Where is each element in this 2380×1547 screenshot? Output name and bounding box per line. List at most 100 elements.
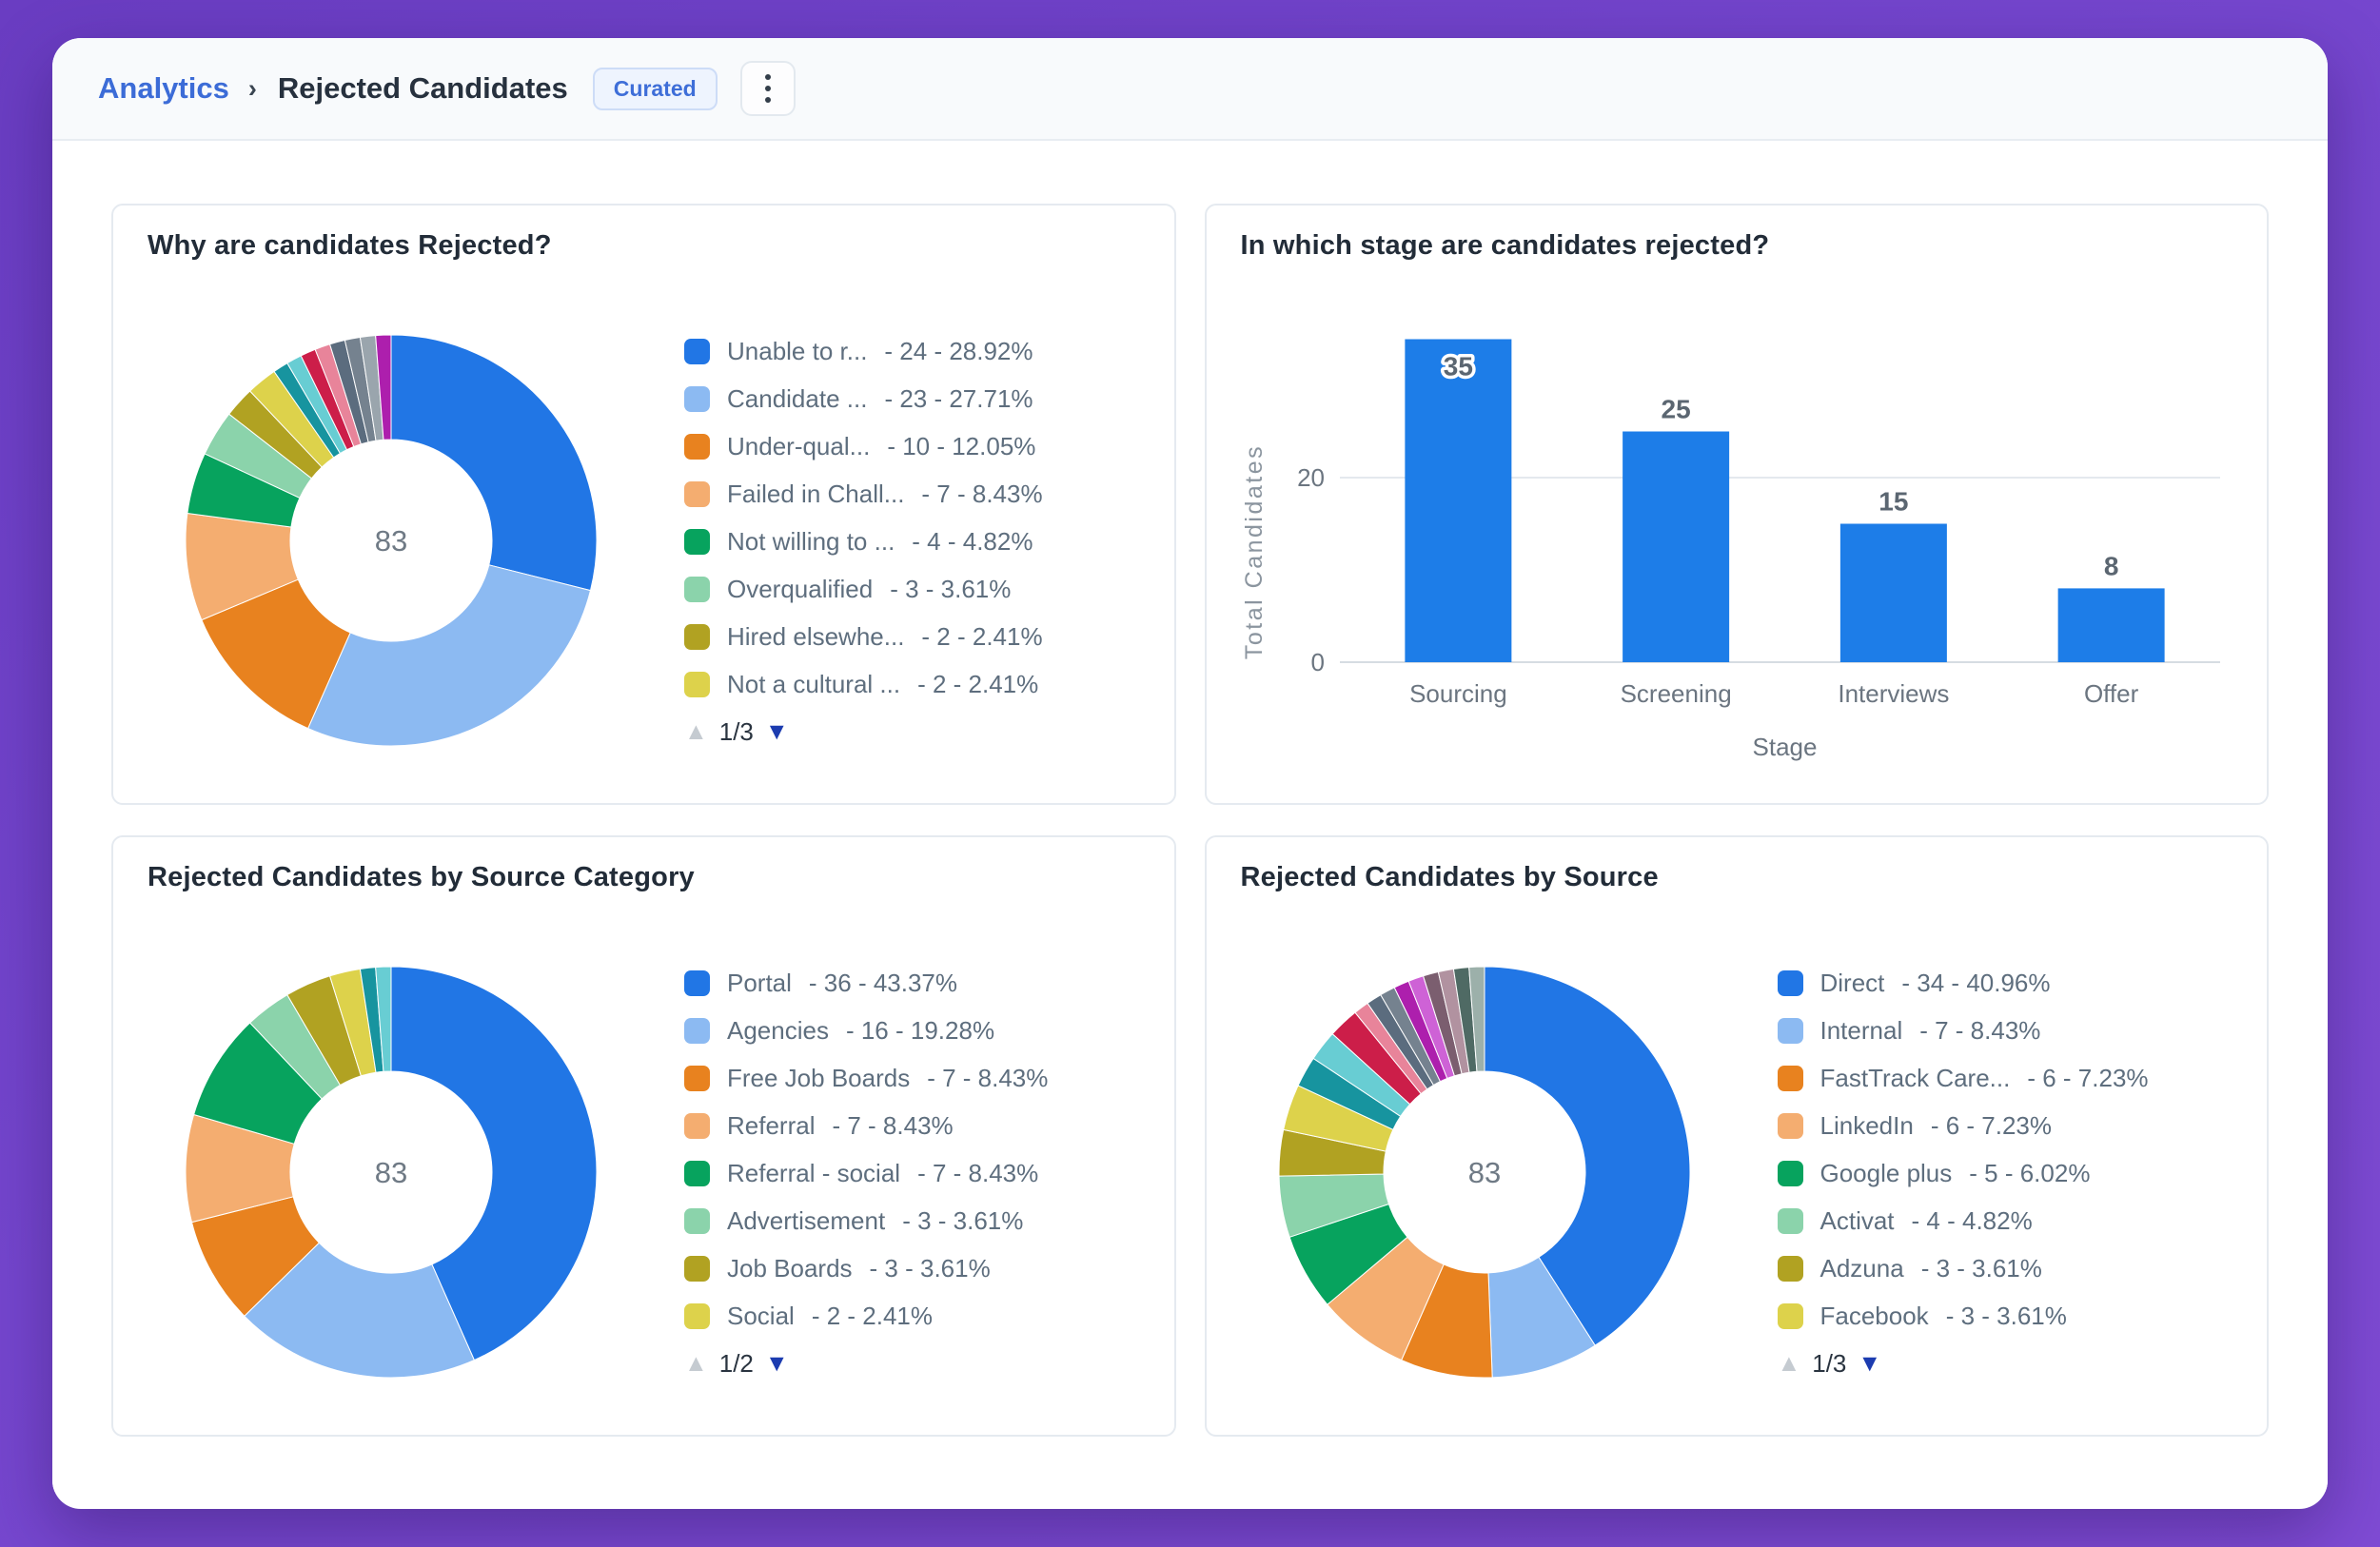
- legend-item[interactable]: Facebook - 3 - 3.61%: [1777, 1292, 2247, 1340]
- legend-item[interactable]: Google plus - 5 - 6.02%: [1777, 1149, 2247, 1197]
- legend-prev-button[interactable]: ▲: [684, 718, 708, 745]
- legend-label: Direct: [1819, 968, 1885, 997]
- bar-value-label: 25: [1661, 395, 1690, 424]
- legend-item[interactable]: Candidate ... - 23 - 27.71%: [684, 375, 1153, 422]
- legend-item[interactable]: Advertisement - 3 - 3.61%: [684, 1197, 1153, 1244]
- legend-value: - 7 - 8.43%: [917, 1158, 1039, 1187]
- legend-label: Social: [727, 1301, 795, 1330]
- legend-page-indicator: 1/3: [1812, 1349, 1847, 1378]
- legend-value: - 24 - 28.92%: [884, 336, 1033, 365]
- legend-swatch: [1777, 969, 1803, 996]
- x-tick-label: Offer: [2083, 679, 2138, 708]
- legend-value: - 36 - 43.37%: [808, 968, 958, 997]
- y-tick-label: 20: [1297, 463, 1325, 492]
- breadcrumb-analytics-link[interactable]: Analytics: [98, 71, 229, 105]
- donut-slice[interactable]: [375, 966, 392, 1072]
- legend-swatch: [1777, 1160, 1803, 1186]
- legend-value: - 6 - 7.23%: [1930, 1110, 2052, 1140]
- donut-slice[interactable]: [375, 334, 392, 441]
- legend-item[interactable]: Unable to r... - 24 - 28.92%: [684, 327, 1153, 375]
- bar-interviews[interactable]: [1839, 523, 1947, 663]
- card-rejection-stage: In which stage are candidates rejected? …: [1204, 204, 2269, 805]
- legend-item[interactable]: Free Job Boards - 7 - 8.43%: [684, 1054, 1153, 1102]
- donut-slice[interactable]: [390, 334, 598, 592]
- legend-item[interactable]: Overqualified - 3 - 3.61%: [684, 565, 1153, 613]
- legend-label: Overqualified: [727, 574, 874, 603]
- legend-item[interactable]: Not a cultural ... - 2 - 2.41%: [684, 660, 1153, 708]
- legend-prev-button[interactable]: ▲: [1777, 1350, 1801, 1377]
- legend-item[interactable]: Under-qual... - 10 - 12.05%: [684, 422, 1153, 470]
- donut-slice[interactable]: [307, 564, 592, 747]
- bar-screening[interactable]: [1622, 431, 1729, 663]
- legend-item[interactable]: Agencies - 16 - 19.28%: [684, 1007, 1153, 1054]
- donut-chart-rejection-reasons: 83: [185, 334, 598, 747]
- legend-next-button[interactable]: ▼: [764, 718, 789, 745]
- legend-value: - 10 - 12.05%: [887, 431, 1036, 460]
- legend-item[interactable]: Portal - 36 - 43.37%: [684, 959, 1153, 1007]
- legend-swatch: [684, 1255, 710, 1282]
- legend-item[interactable]: LinkedIn - 6 - 7.23%: [1777, 1102, 2247, 1149]
- legend-item[interactable]: Job Boards - 3 - 3.61%: [684, 1244, 1153, 1292]
- legend-next-button[interactable]: ▼: [1858, 1350, 1882, 1377]
- kebab-menu-icon: [764, 74, 771, 103]
- legend-swatch: [684, 623, 710, 650]
- x-tick-label: Screening: [1620, 679, 1731, 708]
- legend-label: Not a cultural ...: [727, 669, 901, 698]
- legend-swatch: [684, 385, 710, 412]
- donut-slice[interactable]: [1467, 966, 1485, 1072]
- legend-pagination: ▲ 1/3 ▼: [1778, 1349, 2247, 1379]
- legend-label: LinkedIn: [1819, 1110, 1914, 1140]
- legend-item[interactable]: Direct - 34 - 40.96%: [1777, 959, 2247, 1007]
- legend-item[interactable]: Internal - 7 - 8.43%: [1777, 1007, 2247, 1054]
- legend-swatch: [1777, 1207, 1803, 1234]
- legend-swatch: [684, 1302, 710, 1329]
- legend-label: Hired elsewhe...: [727, 621, 905, 651]
- legend-next-button[interactable]: ▼: [764, 1350, 789, 1377]
- legend-value: - 7 - 8.43%: [832, 1110, 954, 1140]
- more-options-button[interactable]: [739, 61, 796, 116]
- bar-value-label: 8: [2103, 551, 2118, 580]
- legend-item[interactable]: Not willing to ... - 4 - 4.82%: [684, 518, 1153, 565]
- legend-item[interactable]: Hired elsewhe... - 2 - 2.41%: [684, 613, 1153, 660]
- legend-value: - 2 - 2.41%: [811, 1301, 933, 1330]
- bar-offer[interactable]: [2057, 588, 2165, 662]
- legend-label: Free Job Boards: [727, 1063, 911, 1092]
- legend-item[interactable]: Social - 2 - 2.41%: [684, 1292, 1153, 1340]
- legend-swatch: [684, 1112, 710, 1139]
- page-title: Rejected Candidates: [277, 71, 568, 105]
- legend-pagination: ▲ 1/2 ▼: [684, 1349, 1153, 1379]
- legend-swatch: [684, 480, 710, 507]
- chart-legend: Portal - 36 - 43.37% Agencies - 16 - 19.28%…: [684, 959, 1153, 1379]
- donut-chart-source: 83: [1278, 966, 1690, 1379]
- donut-slice[interactable]: [390, 966, 598, 1361]
- legend-value: - 3 - 3.61%: [1920, 1253, 2042, 1283]
- curated-badge[interactable]: Curated: [592, 67, 718, 110]
- card-rejection-reasons: Why are candidates Rejected? 83 Unable t…: [111, 204, 1176, 805]
- legend-item[interactable]: Referral - social - 7 - 8.43%: [684, 1149, 1153, 1197]
- x-tick-label: Interviews: [1838, 679, 1949, 708]
- donut-chart-source-category: 83: [185, 966, 598, 1379]
- legend-swatch: [684, 1207, 710, 1234]
- legend-value: - 4 - 4.82%: [912, 526, 1033, 556]
- legend-label: FastTrack Care...: [1819, 1063, 2011, 1092]
- x-axis-title: Stage: [1752, 733, 1817, 761]
- legend-item[interactable]: Referral - 7 - 8.43%: [684, 1102, 1153, 1149]
- legend-value: - 5 - 6.02%: [1969, 1158, 2091, 1187]
- card-title: Rejected Candidates by Source Category: [148, 862, 695, 892]
- legend-item[interactable]: Failed in Chall... - 7 - 8.43%: [684, 470, 1153, 518]
- legend-item[interactable]: Activat - 4 - 4.82%: [1777, 1197, 2247, 1244]
- legend-swatch: [684, 1065, 710, 1091]
- bar-sourcing[interactable]: [1404, 339, 1511, 663]
- legend-item[interactable]: FastTrack Care... - 6 - 7.23%: [1777, 1054, 2247, 1102]
- legend-item[interactable]: Adzuna - 3 - 3.61%: [1777, 1244, 2247, 1292]
- donut-slice[interactable]: [1484, 966, 1690, 1346]
- donut-slice[interactable]: [244, 1242, 476, 1379]
- legend-swatch: [1777, 1065, 1803, 1091]
- legend-prev-button[interactable]: ▲: [684, 1350, 708, 1377]
- legend-value: - 2 - 2.41%: [917, 669, 1039, 698]
- legend-label: Job Boards: [727, 1253, 853, 1283]
- legend-label: Referral: [727, 1110, 816, 1140]
- legend-value: - 3 - 3.61%: [1945, 1301, 2067, 1330]
- legend-swatch: [684, 338, 710, 364]
